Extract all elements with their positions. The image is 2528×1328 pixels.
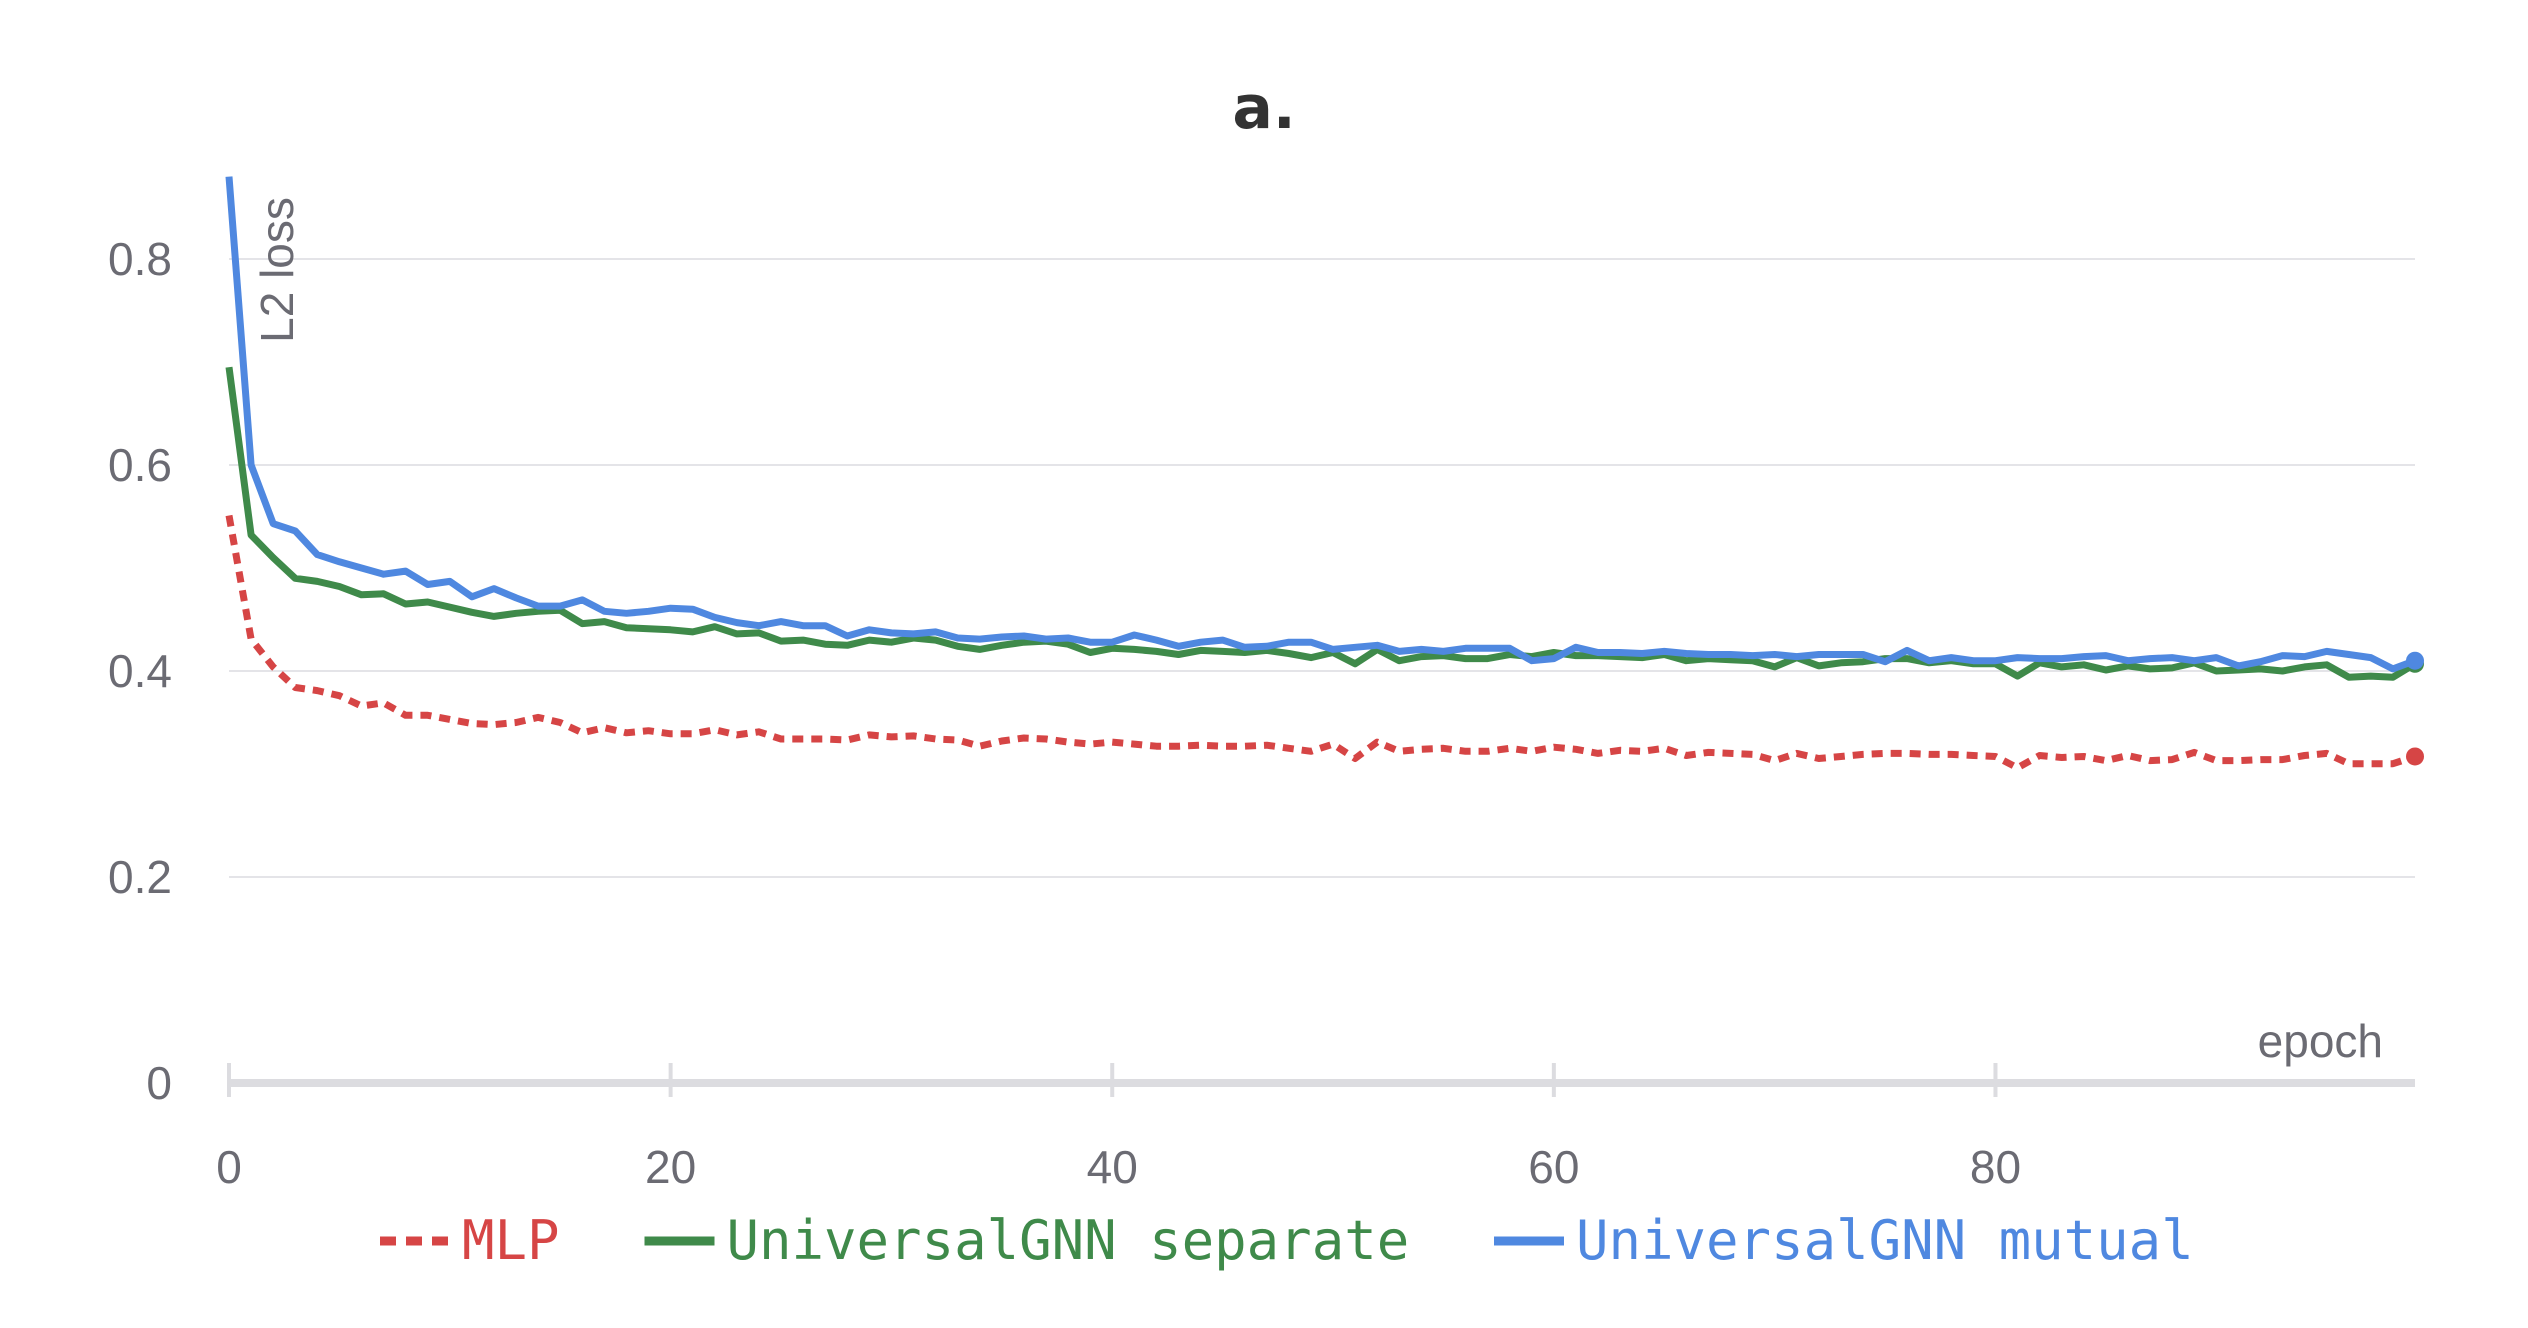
- x-axis: 0 20 40 60 80: [216, 1063, 2415, 1193]
- legend-label: UniversalGNN mutual: [1576, 1209, 2194, 1272]
- series-end-point: [2406, 747, 2424, 766]
- legend-label: MLP: [462, 1209, 560, 1272]
- series-line-0: [225, 514, 2417, 772]
- y-tick-label: 0.4: [108, 645, 172, 697]
- y-axis-label: L2 loss: [251, 197, 303, 343]
- x-tick-label: 40: [1087, 1141, 1138, 1193]
- y-tick-label: 0.2: [108, 851, 172, 903]
- grid-lines: [229, 258, 2415, 878]
- legend: MLP UniversalGNN separate UniversalGNN mut…: [380, 1209, 2194, 1272]
- y-tick-label: 0.8: [108, 233, 172, 285]
- chart-title: a.: [1232, 73, 1295, 143]
- y-tick-label: 0: [146, 1057, 172, 1109]
- series-line-1: [225, 366, 2417, 681]
- plot-area: [225, 176, 2424, 772]
- x-tick-label: 20: [645, 1141, 696, 1193]
- y-tick-label: 0.6: [108, 439, 172, 491]
- y-axis-ticks: 0 0.2 0.4 0.6 0.8: [108, 233, 172, 1109]
- x-tick-label: 80: [1970, 1141, 2021, 1193]
- series-end-point: [2406, 651, 2424, 670]
- x-axis-label: epoch: [2258, 1015, 2383, 1067]
- x-tick-label: 0: [216, 1141, 242, 1193]
- legend-label: UniversalGNN separate: [727, 1209, 1410, 1272]
- series-line-2: [225, 176, 2417, 673]
- x-tick-label: 60: [1528, 1141, 1579, 1193]
